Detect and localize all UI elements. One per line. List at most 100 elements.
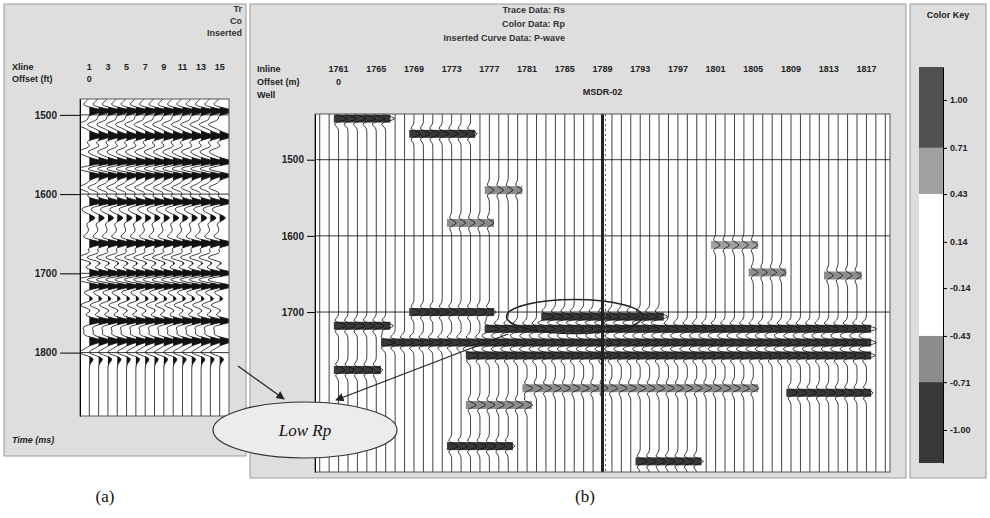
tick: -0.43 [943, 331, 971, 341]
color-key: Color Key1.000.710.430.14-0.14-0.43-0.71… [910, 4, 986, 478]
wiggle-trace [613, 114, 631, 472]
tick: 0.71 [943, 143, 968, 153]
trace-fill [136, 99, 149, 416]
x-tick-label: 1777 [479, 64, 499, 74]
x-tick-label: 1773 [442, 64, 462, 74]
color-key-bin [919, 67, 943, 148]
tick: 1700 [282, 307, 315, 318]
wiggle-trace [831, 114, 848, 472]
trace-fill [99, 99, 112, 416]
annotation: Low Rp [213, 334, 508, 458]
tick-mark [943, 430, 947, 431]
offset-value: 0 [336, 77, 341, 87]
wiggle-trace [604, 114, 622, 472]
rp-event [334, 322, 391, 330]
tick-mark [307, 160, 315, 161]
panel-header: Inserted [207, 28, 242, 38]
wiggle-trace [812, 114, 829, 472]
color-key-title: Color Key [927, 10, 970, 20]
wiggle-trace [80, 99, 103, 416]
x-tick-label: 9 [161, 62, 166, 72]
panel-letter: (b) [575, 487, 595, 506]
plot-frame [315, 114, 890, 472]
trace-fill [145, 99, 158, 416]
color-key-background [910, 4, 986, 478]
wiggle-trace [491, 114, 508, 472]
wiggle-trace [661, 114, 678, 472]
wiggle-trace [585, 114, 603, 472]
plot-frame [80, 99, 229, 416]
wiggle-trace [774, 114, 791, 472]
wiggle-trace [472, 114, 489, 472]
x-tick-label: 1817 [856, 64, 876, 74]
wiggle-trace [547, 114, 565, 472]
tick-mark [60, 353, 80, 354]
tick: 1600 [282, 231, 315, 242]
wiggle-trace [632, 114, 650, 472]
rp-event [334, 366, 381, 374]
panel-header: Co [230, 16, 242, 26]
wiggle-trace [400, 114, 414, 472]
tick: 1.00 [943, 95, 968, 105]
rp-event [334, 115, 391, 123]
rp-event [635, 457, 701, 465]
trace-fill [210, 99, 223, 416]
trace-fill [117, 99, 130, 416]
color-key-label: -1.00 [950, 425, 971, 435]
color-key-label: -0.43 [950, 331, 971, 341]
wiggle-trace [717, 114, 734, 472]
color-key-bin [919, 336, 943, 382]
plot-marks [80, 99, 229, 416]
panel-header: Inserted Curve Data: P-wave [443, 33, 565, 43]
tick-mark [307, 236, 315, 237]
tick-mark [60, 115, 80, 116]
trace-fill [220, 99, 229, 416]
trace-fill [173, 99, 186, 416]
x-tick-label: 1769 [404, 64, 424, 74]
x-tick-label: 5 [124, 62, 129, 72]
x-tick-label: 1793 [630, 64, 650, 74]
p-wave-curve [605, 114, 606, 472]
tick: -0.14 [943, 283, 971, 293]
well-title: Well [257, 90, 275, 100]
x-tick-label: 1797 [668, 64, 688, 74]
color-key-label: 0.71 [950, 143, 968, 153]
well-name: MSDR-02 [583, 87, 623, 97]
axis-line [80, 100, 81, 417]
tick-mark [943, 194, 947, 195]
wiggle-trace [501, 114, 518, 472]
wiggle-trace [708, 114, 725, 472]
wiggle-trace [520, 114, 537, 472]
axis-line [943, 68, 944, 464]
wiggle-trace [463, 114, 480, 472]
trace-fill [201, 99, 214, 416]
offset-title: Offset (m) [257, 77, 300, 87]
x-tick-label: 1809 [781, 64, 801, 74]
wiggle-trace [840, 114, 857, 472]
color-key-axis: 1.000.710.430.14-0.14-0.43-0.71-1.00 [943, 68, 971, 464]
panel-header: Color Data: Rp [502, 19, 566, 29]
x-tick-label: 1801 [706, 64, 726, 74]
y-tick-label: 1700 [282, 307, 305, 318]
tick: 1700 [35, 268, 80, 279]
highlight-ellipse [507, 300, 643, 334]
color-key-bin [919, 194, 943, 336]
wiggle-trace [849, 114, 866, 472]
wiggle-trace [576, 114, 594, 472]
wiggle-trace [482, 114, 499, 472]
wiggle-trace [447, 114, 461, 472]
wiggle-trace [529, 114, 546, 472]
figure: TrCoInsertedXlineOffset (ft)013579111315… [0, 0, 990, 518]
color-key-label: 1.00 [950, 95, 968, 105]
wiggle-trace [642, 114, 660, 472]
x-tick-label: 1 [87, 62, 92, 72]
well-track [601, 114, 604, 472]
wiggle-trace [391, 114, 405, 472]
y-axis: 1500160017001800 [35, 100, 81, 417]
tick-mark [943, 288, 947, 289]
tick-mark [943, 336, 947, 337]
x-tick-label: 7 [143, 62, 148, 72]
tick-mark [943, 382, 947, 383]
x-tick-label: 13 [196, 62, 206, 72]
plot-background [80, 99, 229, 416]
